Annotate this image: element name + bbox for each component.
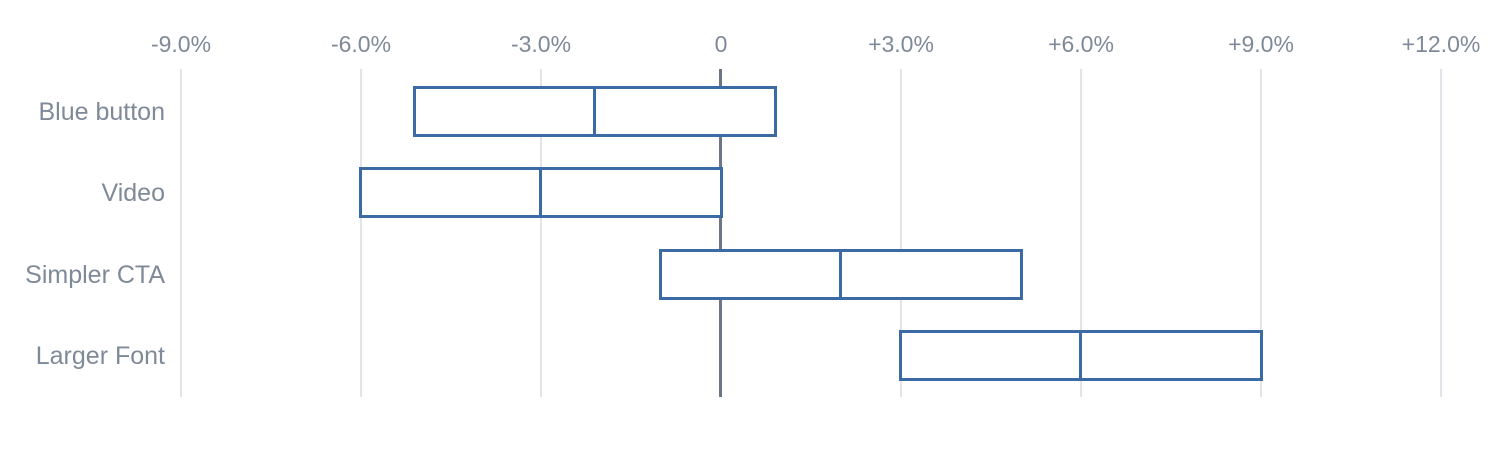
row-label: Video [101, 179, 166, 207]
midpoint-line [539, 170, 542, 215]
zero-axis-line [719, 69, 722, 397]
row-label: Larger Font [35, 342, 165, 370]
x-axis-tick-label: -3.0% [510, 31, 572, 57]
x-axis-tick-label: +12.0% [1401, 31, 1481, 57]
midpoint-line [1079, 333, 1082, 378]
row-label: Blue button [38, 98, 166, 126]
x-axis-tick-label: +6.0% [1048, 31, 1114, 57]
gridline [1260, 69, 1262, 397]
gridline [900, 69, 902, 397]
x-axis-tick-label: +9.0% [1228, 31, 1294, 57]
midpoint-line [839, 252, 842, 297]
x-axis-tick-label: 0 [714, 31, 728, 57]
gridline [1440, 69, 1442, 397]
x-axis-tick-label: -6.0% [330, 31, 392, 57]
gridline [360, 69, 362, 397]
x-axis-tick-label: -9.0% [150, 31, 212, 57]
row-label: Simpler CTA [25, 261, 165, 289]
gridline [540, 69, 542, 397]
gridline [180, 69, 182, 397]
x-axis-tick-label: +3.0% [868, 31, 934, 57]
midpoint-line [593, 89, 596, 134]
gridline [1080, 69, 1082, 397]
